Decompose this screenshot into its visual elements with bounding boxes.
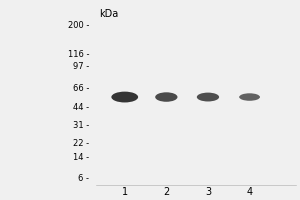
- Text: 3: 3: [205, 187, 211, 197]
- Text: 31 -: 31 -: [73, 121, 89, 130]
- Text: 22 -: 22 -: [73, 139, 89, 148]
- Ellipse shape: [111, 92, 138, 102]
- Text: 66 -: 66 -: [73, 84, 89, 93]
- Text: kDa: kDa: [99, 9, 118, 19]
- Ellipse shape: [197, 93, 219, 101]
- Ellipse shape: [155, 92, 178, 102]
- Text: 2: 2: [163, 187, 170, 197]
- Text: 4: 4: [247, 187, 253, 197]
- Text: 14 -: 14 -: [73, 153, 89, 162]
- Text: 1: 1: [122, 187, 128, 197]
- Text: 6 -: 6 -: [78, 174, 89, 183]
- Text: 97 -: 97 -: [73, 62, 89, 71]
- Text: 116 -: 116 -: [68, 50, 89, 59]
- Text: 44 -: 44 -: [73, 103, 89, 112]
- Ellipse shape: [239, 93, 260, 101]
- Text: 200 -: 200 -: [68, 21, 89, 30]
